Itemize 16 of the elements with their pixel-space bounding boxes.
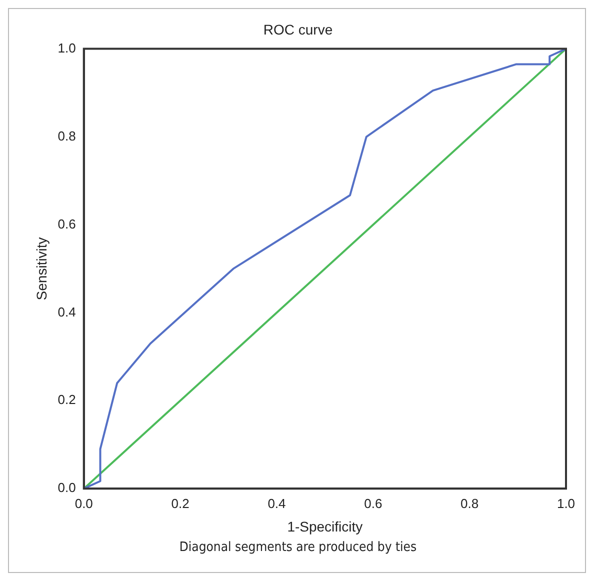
x-tick-label: 0.8	[460, 496, 479, 511]
x-tick-label: 0.0	[74, 496, 93, 511]
y-tick-label: 0.6	[58, 216, 76, 232]
y-tick-label: 1.0	[58, 40, 76, 56]
text: Diagonal segments are produced by ties	[178, 540, 418, 555]
x-tick-label: 0.6	[364, 496, 382, 511]
x-axis-title: 1-Specificity	[287, 518, 363, 534]
y-tick-label: 0.2	[58, 392, 76, 408]
chart-title: ROC curve	[263, 21, 333, 38]
y-tick-label: 0.0	[58, 480, 76, 496]
y-axis-title: Sensitivity	[33, 237, 50, 300]
x-tick-label: 0.4	[268, 496, 286, 511]
x-tick-label: 1.0	[556, 496, 576, 511]
y-tick-label: 0.4	[58, 304, 76, 320]
x-tick-label: 0.2	[171, 496, 190, 511]
y-tick-label: 0.8	[58, 128, 76, 144]
